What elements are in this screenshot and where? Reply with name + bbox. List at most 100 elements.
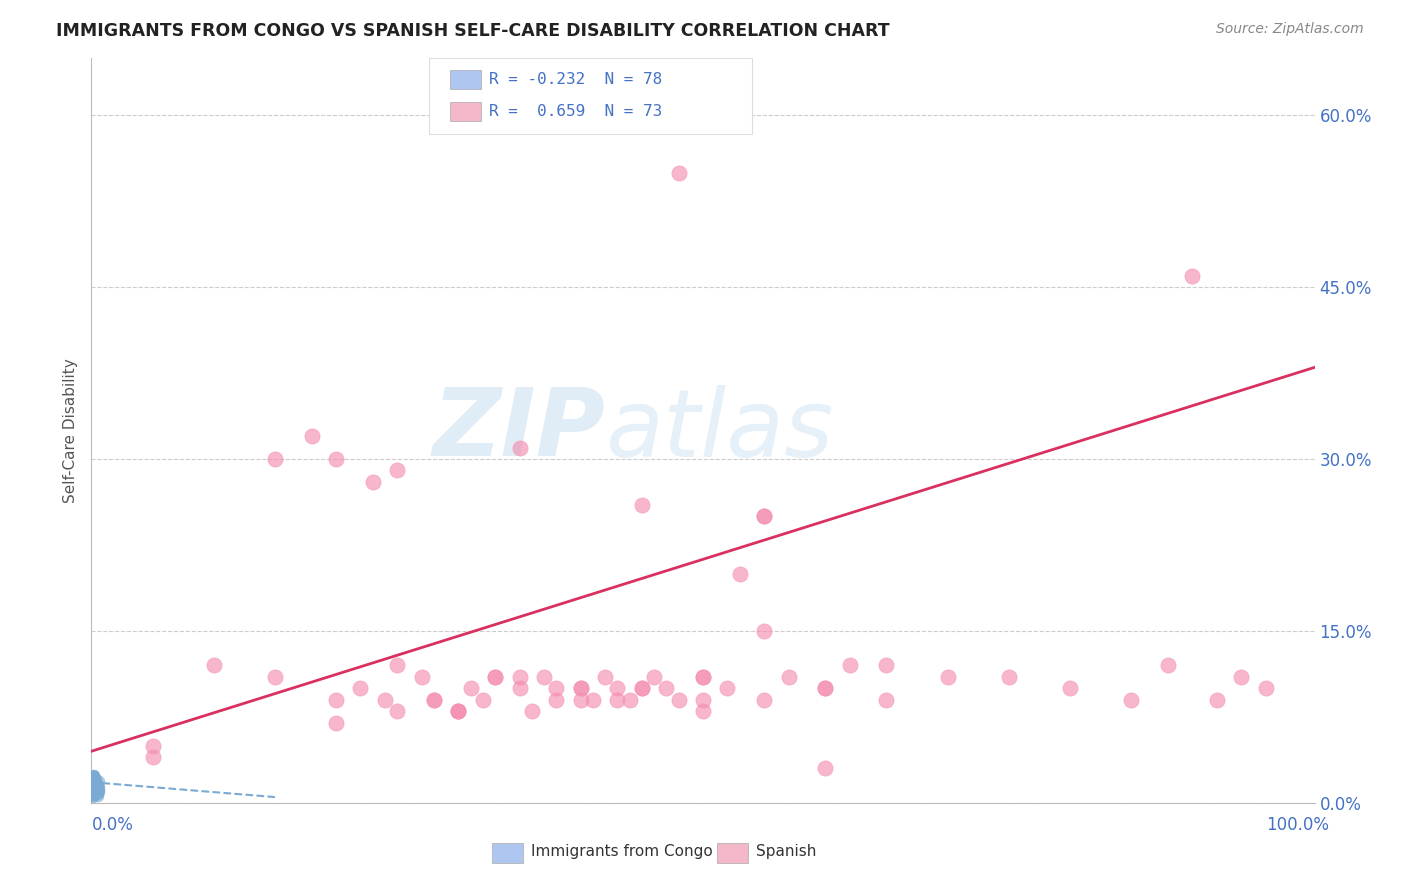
- Point: [82, 777, 104, 791]
- Point: [84, 771, 107, 785]
- Point: [87, 774, 110, 789]
- Point: [520, 704, 543, 718]
- Point: [82, 769, 104, 783]
- Point: [998, 670, 1021, 684]
- Point: [643, 670, 665, 684]
- Point: [471, 692, 494, 706]
- Point: [86, 784, 108, 798]
- Point: [83, 779, 105, 793]
- Point: [83, 772, 105, 786]
- Point: [484, 670, 506, 684]
- Point: [301, 429, 323, 443]
- Point: [1254, 681, 1277, 696]
- Point: [668, 692, 690, 706]
- Point: [82, 775, 104, 789]
- Point: [875, 692, 898, 706]
- Point: [82, 789, 104, 803]
- Point: [631, 681, 654, 696]
- Point: [84, 782, 107, 797]
- Point: [83, 780, 105, 794]
- Point: [84, 787, 107, 801]
- Point: [83, 779, 105, 793]
- Text: 0.0%: 0.0%: [91, 816, 134, 834]
- Point: [631, 681, 654, 696]
- Point: [84, 774, 107, 789]
- Point: [754, 692, 776, 706]
- Point: [84, 788, 107, 802]
- Point: [460, 681, 482, 696]
- Point: [82, 790, 104, 805]
- Point: [83, 771, 105, 785]
- Point: [83, 774, 105, 789]
- Point: [411, 670, 433, 684]
- Point: [875, 658, 898, 673]
- Point: [86, 785, 108, 799]
- Point: [936, 670, 959, 684]
- Point: [82, 785, 104, 799]
- Point: [86, 783, 108, 797]
- Point: [84, 780, 107, 794]
- Point: [325, 452, 347, 467]
- Point: [83, 768, 105, 782]
- Point: [82, 780, 104, 795]
- Point: [593, 670, 616, 684]
- Point: [569, 681, 592, 696]
- Point: [86, 777, 108, 791]
- Point: [84, 775, 107, 789]
- Point: [84, 776, 107, 790]
- Point: [82, 783, 104, 797]
- Point: [84, 772, 107, 786]
- Y-axis label: Self-Care Disability: Self-Care Disability: [62, 358, 77, 503]
- Point: [1230, 670, 1253, 684]
- Point: [84, 782, 107, 797]
- Point: [87, 783, 110, 797]
- Point: [87, 782, 110, 797]
- Point: [84, 777, 107, 791]
- Point: [82, 785, 104, 799]
- Point: [838, 658, 860, 673]
- Point: [141, 739, 163, 753]
- Point: [202, 658, 225, 673]
- Point: [1181, 268, 1204, 283]
- Point: [754, 509, 776, 524]
- Point: [361, 475, 384, 489]
- Point: [83, 775, 105, 789]
- Point: [82, 772, 104, 786]
- Point: [84, 780, 107, 794]
- Point: [349, 681, 371, 696]
- Text: Spanish: Spanish: [756, 845, 817, 859]
- Text: R = -0.232  N = 78: R = -0.232 N = 78: [489, 72, 662, 87]
- Point: [83, 785, 105, 799]
- Point: [385, 658, 409, 673]
- Point: [84, 780, 107, 795]
- Point: [84, 771, 107, 785]
- Point: [655, 681, 678, 696]
- Point: [83, 782, 105, 797]
- Point: [619, 692, 641, 706]
- Point: [83, 772, 105, 787]
- Point: [668, 165, 690, 179]
- Point: [692, 704, 714, 718]
- Point: [692, 670, 714, 684]
- Point: [814, 681, 837, 696]
- Point: [264, 452, 287, 467]
- Point: [87, 779, 110, 793]
- Point: [84, 772, 107, 786]
- Point: [631, 498, 654, 512]
- Point: [84, 776, 107, 790]
- Point: [325, 715, 347, 730]
- Point: [447, 704, 470, 718]
- Point: [83, 788, 105, 802]
- Point: [374, 692, 396, 706]
- Point: [84, 787, 107, 801]
- Point: [692, 692, 714, 706]
- Point: [569, 692, 592, 706]
- Point: [509, 441, 531, 455]
- Point: [141, 750, 163, 764]
- Point: [86, 779, 108, 793]
- Point: [84, 777, 107, 791]
- Point: [84, 779, 107, 793]
- Point: [716, 681, 738, 696]
- Point: [423, 692, 446, 706]
- Point: [1059, 681, 1081, 696]
